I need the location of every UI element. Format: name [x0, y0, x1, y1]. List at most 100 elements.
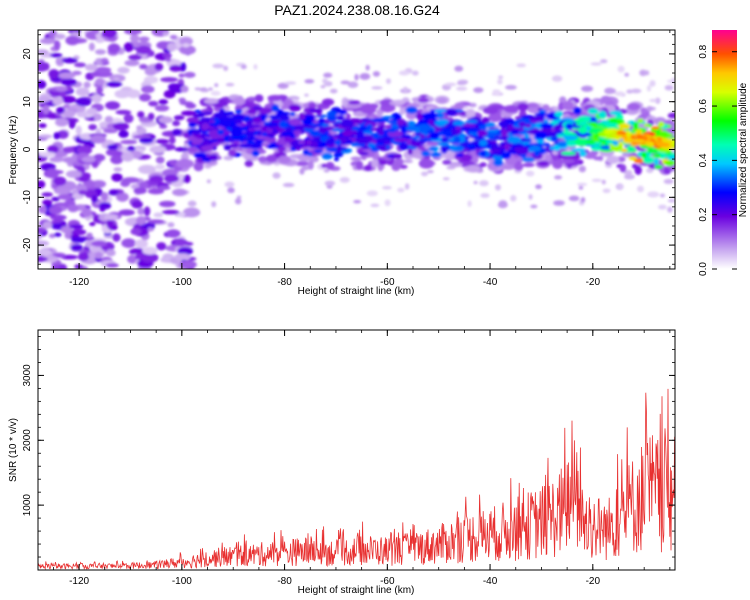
spectrogram-cell	[602, 188, 611, 194]
spectrogram-cell	[271, 104, 280, 113]
spectrogram-cell	[667, 155, 675, 161]
spectrogram-cell	[173, 115, 185, 121]
spectrogram-cell	[386, 78, 391, 85]
spectrogram-cell	[179, 36, 193, 46]
spectrogram-cell	[78, 189, 88, 196]
spectrogram-cell	[480, 193, 490, 198]
spectrogram-cell	[137, 207, 146, 216]
y-tick-label: -20	[22, 237, 33, 252]
spectrogram-cell	[307, 152, 313, 157]
spectrogram-cell	[533, 150, 540, 157]
spectrogram-cell	[179, 260, 197, 269]
spectrogram-cell	[240, 64, 247, 70]
spectrogram-cell	[91, 180, 107, 188]
spectrogram-cell	[48, 205, 63, 215]
spectrogram-cell	[366, 123, 373, 131]
spectrogram-cell	[593, 156, 603, 161]
spectrogram-cell	[201, 122, 209, 130]
spectrogram-cell	[266, 144, 280, 149]
x-tick-label: -20	[586, 277, 601, 288]
spectrogram-cell	[126, 89, 141, 99]
spectrogram-cell	[501, 164, 515, 170]
spectrogram-cell	[518, 121, 526, 128]
spectrogram-cell	[203, 111, 213, 115]
spectrogram-cell	[76, 111, 88, 118]
spectrogram-cell	[247, 96, 256, 101]
spectrogram-cell	[69, 224, 84, 229]
spectrogram-cell	[88, 42, 95, 51]
spectrogram-cell	[463, 136, 470, 140]
spectrogram-cell	[516, 63, 526, 68]
spectrogram-cell	[356, 130, 365, 137]
spectrogram-cell	[58, 263, 68, 269]
spectrogram-cell	[185, 103, 197, 109]
spectrogram-cell	[120, 179, 131, 187]
spectrogram-cell	[133, 187, 147, 195]
spectrogram-cell	[159, 200, 176, 208]
spectrogram-cell	[106, 144, 119, 150]
spectrogram-cell	[38, 95, 51, 103]
spectrogram-cell	[257, 155, 268, 163]
spectrogram-cell	[203, 98, 219, 104]
spectrogram-cell	[382, 186, 392, 190]
spectrogram-cell	[234, 198, 242, 205]
spectrogram-cell	[76, 145, 93, 155]
spectrogram-cell	[113, 76, 120, 82]
colorbar-tick-label: 0.8	[698, 44, 709, 58]
spectrogram-cell	[153, 212, 164, 218]
spectrogram-cell	[656, 137, 663, 141]
spectrogram-cell	[60, 225, 73, 234]
spectrogram-cell	[517, 102, 529, 112]
spectrogram-cell	[54, 232, 62, 237]
spectrogram-cell	[99, 202, 112, 210]
spectrogram-cell	[455, 153, 464, 158]
spectrogram-cell	[112, 233, 121, 242]
spectrogram-cell	[107, 43, 121, 54]
spectrogram-cell	[232, 96, 246, 106]
spectrogram-cell	[485, 121, 496, 129]
spectrogram-cell	[404, 183, 410, 190]
spectrogram-cell	[378, 159, 387, 166]
spectrogram-cell	[128, 54, 142, 61]
spectrogram-cell	[192, 129, 201, 135]
spectrogram-cell	[264, 136, 277, 143]
spectrogram-cell	[633, 158, 645, 164]
spectrogram-cell	[298, 112, 306, 121]
spectrogram-cell	[144, 67, 157, 76]
spectrogram-cell	[348, 100, 361, 105]
spectrogram-cell	[41, 192, 53, 197]
spectrogram-cell	[637, 118, 644, 124]
spectrogram-cell	[590, 62, 602, 66]
spectrogram-cell	[230, 135, 245, 141]
spectrogram-cell	[239, 143, 254, 149]
spectrogram-cell	[248, 128, 256, 132]
spectrogram-cell	[329, 88, 338, 94]
spectrogram-cell	[45, 168, 60, 179]
y-tick-label: 0	[22, 146, 33, 152]
spectrogram-cell	[660, 154, 667, 160]
spectrogram-cell	[387, 128, 397, 133]
spectrogram-cell	[51, 196, 60, 202]
spectrogram-cell	[108, 189, 119, 196]
spectrogram-cell	[99, 121, 110, 128]
spectrogram-cell	[338, 109, 348, 115]
spectrogram-cell	[172, 120, 181, 127]
spectrogram-cell	[284, 127, 294, 132]
spectrogram-cell	[355, 137, 368, 145]
spectrogram-cell	[207, 139, 219, 143]
spectrogram-cell	[336, 145, 343, 153]
spectrogram-cell	[643, 123, 650, 127]
spectrogram-cell	[164, 174, 180, 183]
spectrogram-cell	[557, 140, 567, 147]
spectrogram-cell	[413, 135, 421, 139]
spectrogram-cell	[38, 123, 47, 129]
spectrogram-cell	[290, 134, 296, 139]
spectrogram-cell	[559, 158, 575, 164]
spectrogram-cells	[38, 30, 675, 269]
spectrogram-cell	[402, 86, 408, 93]
spectrogram-cell	[501, 129, 508, 137]
spectrogram-cell	[206, 179, 211, 184]
spectrogram-cell	[134, 239, 148, 249]
spectrogram-cell	[563, 135, 578, 141]
spectrogram-cell	[467, 200, 472, 207]
